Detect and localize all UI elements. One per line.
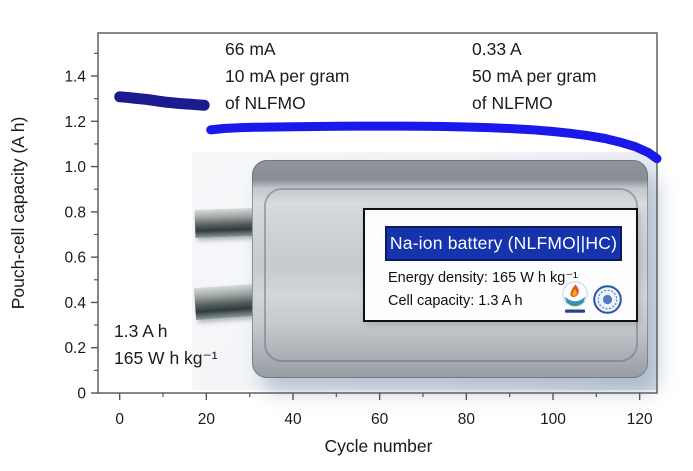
x-tick-label: 120 [627, 411, 653, 428]
stage2-line2: 50 mA per gram [472, 66, 597, 86]
stage2-line1: 0.33 A [472, 39, 522, 59]
cell-capacity-text: Cell capacity: 1.3 A h [388, 293, 523, 309]
stage1-line3: of NLFMO [225, 93, 306, 113]
flame-institute-logo-icon [562, 281, 588, 313]
cell-summary-annotation: 1.3 A h 165 W h kg⁻¹ [114, 318, 218, 372]
y-tick-label: 0.6 [64, 250, 86, 267]
y-tick-label: 0 [77, 386, 86, 403]
x-tick-label: 80 [458, 411, 476, 428]
x-tick-label: 0 [115, 411, 124, 428]
y-tick-label: 0.8 [64, 204, 86, 221]
round-seal-logo-icon [593, 285, 622, 314]
y-tick-label: 1.0 [64, 159, 86, 176]
pouch-cell-body: Na-ion battery (NLFMO||HC) Energy densit… [252, 160, 648, 378]
x-tick-label: 20 [198, 411, 216, 428]
energy-density-text: Energy density: 165 W h kg⁻¹ [388, 270, 578, 286]
y-tick-label: 1.2 [64, 114, 86, 131]
pouch-tab-positive [194, 207, 256, 239]
x-tick-label: 60 [371, 411, 389, 428]
stage2-line3: of NLFMO [472, 93, 553, 113]
stage1-line2: 10 mA per gram [225, 66, 350, 86]
cell-label-banner: Na-ion battery (NLFMO||HC) [385, 226, 622, 261]
y-tick-label: 0.2 [64, 340, 86, 357]
y-tick-label: 0.4 [64, 295, 86, 312]
cell-label-title: Na-ion battery (NLFMO||HC) [389, 233, 618, 253]
institute-logos [562, 281, 622, 314]
x-tick-label: 100 [540, 411, 566, 428]
stage2-rate-annotation: 0.33 A 50 mA per gram of NLFMO [472, 36, 597, 117]
stage1-rate-annotation: 66 mA 10 mA per gram of NLFMO [225, 36, 350, 117]
pouch-cell-photo: Na-ion battery (NLFMO||HC) Energy densit… [192, 152, 657, 390]
cell-info-label: Na-ion battery (NLFMO||HC) Energy densit… [363, 208, 638, 322]
x-axis-label: Cycle number [325, 436, 433, 456]
summary-line1: 1.3 A h [114, 321, 168, 341]
y-axis-label: Pouch-cell capacity (A h) [8, 117, 28, 310]
summary-line2: 165 W h kg⁻¹ [114, 348, 218, 368]
series-1-curve [114, 91, 210, 111]
pouch-tab-negative [193, 283, 257, 321]
x-tick-label: 40 [284, 411, 302, 428]
stage1-line1: 66 mA [225, 39, 276, 59]
y-tick-label: 1.4 [64, 69, 86, 86]
